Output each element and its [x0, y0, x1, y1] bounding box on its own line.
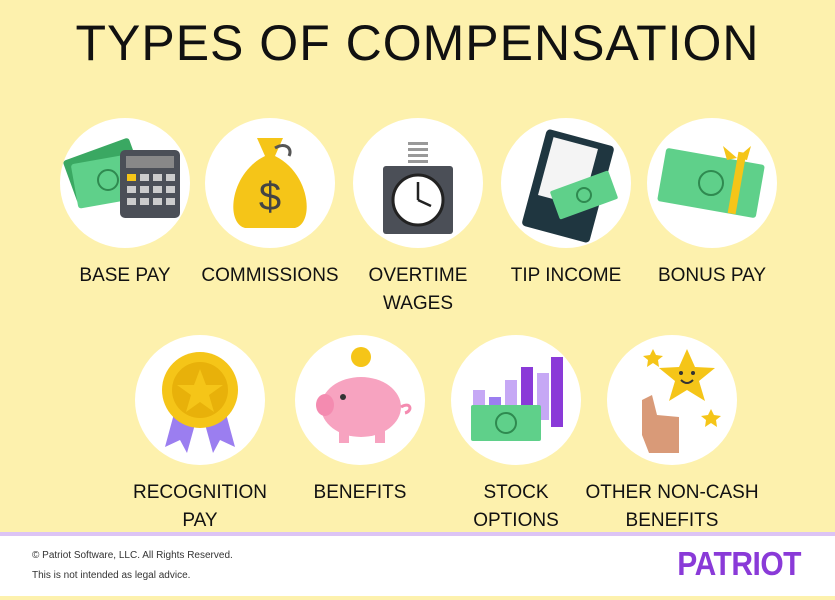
patriot-logo: PATRIOT — [677, 546, 801, 583]
money-bag-icon: $ — [205, 118, 335, 248]
copyright-text: © Patriot Software, LLC. All Rights Rese… — [32, 550, 233, 561]
item-overtime-wages: OVERTIME WAGES — [338, 118, 498, 318]
item-label: RECOGNITION PAY — [132, 482, 268, 531]
page-title: TYPES OF COMPENSATION — [75, 15, 760, 71]
item-other-non-cash-benefits: OTHER NON-CASH BENEFITS — [585, 335, 759, 535]
cash-calculator-icon — [60, 118, 190, 248]
bar-chart-cash-icon — [451, 335, 581, 465]
item-label: BENEFITS — [313, 482, 407, 503]
item-benefits: BENEFITS — [280, 335, 440, 507]
piggy-bank-icon — [295, 335, 425, 465]
item-label: OVERTIME WAGES — [368, 265, 468, 314]
gift-cash-icon — [647, 118, 777, 248]
medal-icon — [135, 335, 265, 465]
item-label: OTHER NON-CASH BENEFITS — [585, 482, 759, 531]
item-stock-options: STOCK OPTIONS — [436, 335, 596, 535]
item-label: COMMISSIONS — [201, 265, 339, 286]
item-label: TIP INCOME — [510, 265, 622, 286]
thumbs-up-star-icon — [607, 335, 737, 465]
svg-text:$: $ — [259, 175, 281, 219]
item-label: STOCK OPTIONS — [473, 482, 559, 531]
footer: © Patriot Software, LLC. All Rights Rese… — [0, 532, 835, 600]
item-commissions: $ COMMISSIONS — [190, 118, 350, 290]
item-recognition-pay: RECOGNITION PAY — [120, 335, 280, 535]
item-base-pay: BASE PAY — [45, 118, 205, 290]
item-bonus-pay: BONUS PAY — [632, 118, 792, 290]
bottom-strip — [0, 596, 835, 600]
disclaimer-text: This is not intended as legal advice. — [32, 570, 191, 581]
item-tip-income: TIP INCOME — [486, 118, 646, 290]
receipt-cash-icon — [501, 118, 631, 248]
item-label: BASE PAY — [79, 265, 171, 286]
item-label: BONUS PAY — [657, 265, 767, 286]
time-clock-icon — [353, 118, 483, 248]
